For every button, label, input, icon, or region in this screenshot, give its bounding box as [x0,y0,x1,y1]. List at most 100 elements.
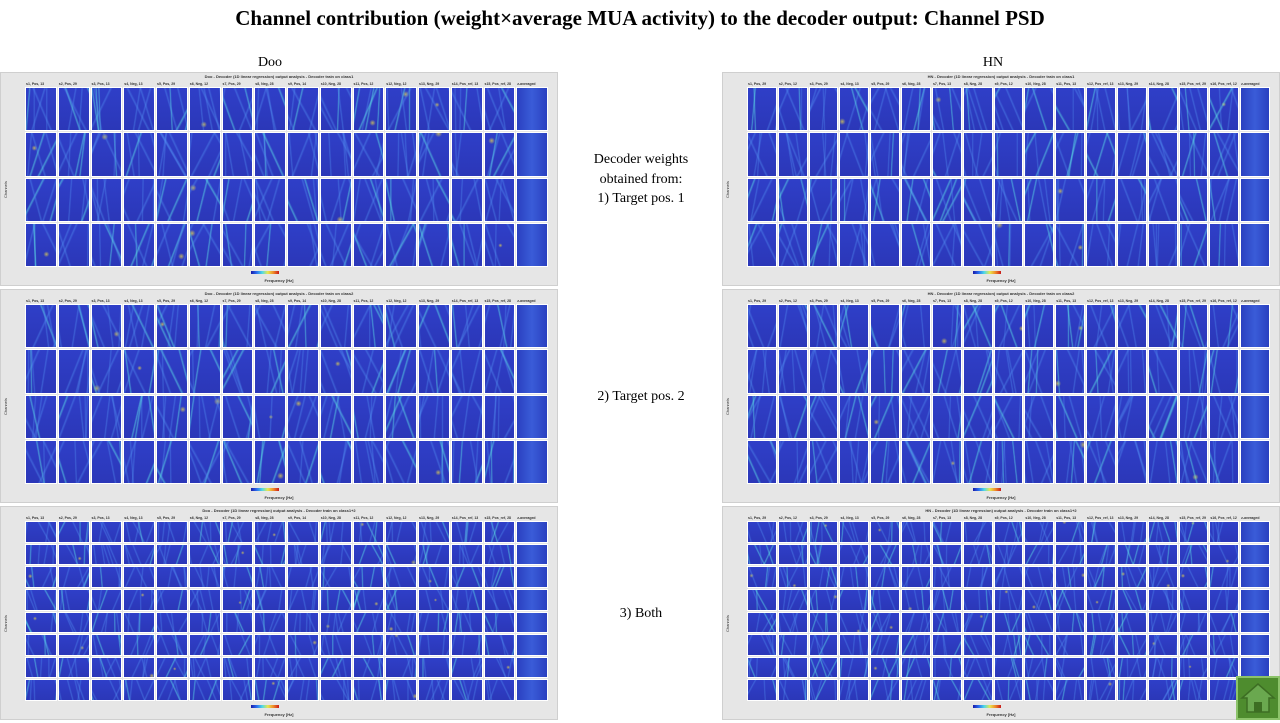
heatmap-cell [450,304,483,349]
heatmap-cell [25,132,57,177]
heatmap-cell [418,394,450,439]
heatmap-cell [516,87,548,132]
heatmap-cell [962,177,993,222]
heatmap-cell [1116,611,1147,634]
heatmap-cell [418,679,450,701]
heatmap-cell [450,222,483,267]
column-label: s10, Neg, 28 [320,82,341,86]
heatmap-cell [1178,87,1209,132]
heatmap-cell [931,439,962,484]
heatmap-cell [287,566,319,588]
heatmap-cell [931,679,962,701]
heatmap-cell [1147,634,1178,656]
column-label: s14, Neg, 28 [1148,516,1169,520]
heatmap-cell [747,349,777,394]
heatmap-cell [221,543,254,566]
column-label: s6, Neg, 12 [189,82,209,86]
column-label: s15, Pos_ref, 29 [1179,82,1206,86]
heatmap-cell [450,521,483,543]
column-label: s12, Pos_ref, 13 [1087,82,1114,86]
heatmap-cell [870,132,901,177]
column-label: s3, Pos, 29 [809,82,828,86]
heatmap-cell [287,521,319,543]
heatmap-cell [1178,679,1209,701]
heatmap-cell [1116,177,1147,222]
heatmap-cell [418,588,450,611]
heatmap-cell [221,656,254,679]
panel-doo-class12: Doo - Decoder (1D linear regression) out… [0,506,558,720]
heatmap-cell [385,394,417,439]
column-label: s10, Neg, 28 [1025,82,1046,86]
column-label: s6, Neg, 12 [189,516,209,520]
heatmap-cell [57,222,90,267]
x-axis-label: Frequency [Hz] [264,712,294,717]
heatmap-cell [221,177,254,222]
heatmap-cell [839,656,870,679]
heatmap-cell [123,132,155,177]
heatmap-cell [352,656,385,679]
heatmap-cell [1116,656,1147,679]
heatmap-grid: s1, Pos, 13 s2, Pos, 29 s3, Pos, 13 s4, Neg… [25,82,549,268]
heatmap-cell [808,521,839,543]
column-label: z-averaged [1241,299,1260,303]
heatmap-cell [385,634,417,656]
colorbar [973,488,1001,491]
column-label: s15, Pos_ref, 29 [1179,299,1206,303]
heatmap-cell [90,222,123,267]
heatmap-cell [90,132,123,177]
heatmap-cell [221,679,254,701]
heatmap-cell [188,177,221,222]
slide-title: Channel contribution (weight×average MUA… [235,6,1045,30]
heatmap-cell [870,543,901,566]
panel-doo-class1: Doo - Decoder (1D linear regression) out… [0,72,558,286]
heatmap-cell [516,349,548,394]
heatmap-cell [1024,439,1055,484]
heatmap-cell [1024,566,1055,588]
heatmap-cell [418,543,450,566]
heatmap-cell [1116,566,1147,588]
column-label: s10, Neg, 28 [320,516,341,520]
home-button[interactable] [1236,676,1280,720]
heatmap-cell [901,543,931,566]
heatmap-cell [1086,394,1116,439]
heatmap-grid: s1, Pos, 29 s2, Pos, 12 s3, Pos, 29 s4, Neg… [747,516,1271,702]
heatmap-cell [839,132,870,177]
heatmap-cell [123,588,155,611]
column-label: s8, Neg, 28 [963,82,983,86]
heatmap-cell [450,611,483,634]
heatmap-cell [993,132,1024,177]
heatmap-cell [839,394,870,439]
column-label: s16, Pos_ref, 12 [1210,82,1237,86]
heatmap-cell [516,634,548,656]
heatmap-cell [483,304,516,349]
column-label: s4, Neg, 13 [840,516,859,520]
heatmap-cell [808,304,839,349]
heatmap-cell [1178,656,1209,679]
heatmap-cell [1147,132,1178,177]
heatmap-cell [839,566,870,588]
heatmap-cell [1086,588,1116,611]
heatmap-cell [25,222,57,267]
heatmap-cell [188,656,221,679]
column-label: s8, Neg, 28 [963,299,983,303]
heatmap-cell [483,222,516,267]
heatmap-cell [901,656,931,679]
column-label: s5, Pos, 29 [871,516,890,520]
heatmap-cell [352,566,385,588]
heatmap-cell [993,87,1024,132]
home-icon [1240,683,1276,713]
heatmap-cell [993,349,1024,394]
heatmap-cell [839,521,870,543]
heatmap-cell [156,132,188,177]
colorbar [251,488,279,491]
heatmap-cell [254,394,286,439]
heatmap-cell [1086,304,1116,349]
heatmap-cell [747,543,777,566]
column-label: s11, Pos, 12 [353,82,374,86]
heatmap-cell [777,543,808,566]
heatmap-cell [1086,566,1116,588]
column-label: s9, Pos, 14 [288,299,307,303]
heatmap-cell [1116,543,1147,566]
heatmap-cell [1209,611,1240,634]
heatmap-cell [1055,349,1086,394]
